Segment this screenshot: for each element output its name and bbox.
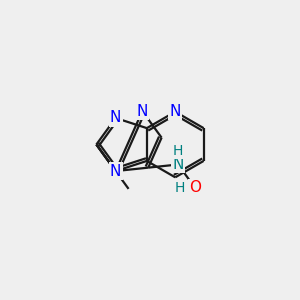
Text: N: N — [110, 164, 121, 178]
Text: N: N — [110, 110, 121, 125]
Text: N: N — [136, 103, 148, 118]
Text: O: O — [189, 180, 201, 195]
Text: N: N — [169, 104, 181, 119]
Text: H: H — [173, 143, 183, 158]
Text: N: N — [172, 157, 184, 172]
Text: H: H — [175, 181, 185, 195]
